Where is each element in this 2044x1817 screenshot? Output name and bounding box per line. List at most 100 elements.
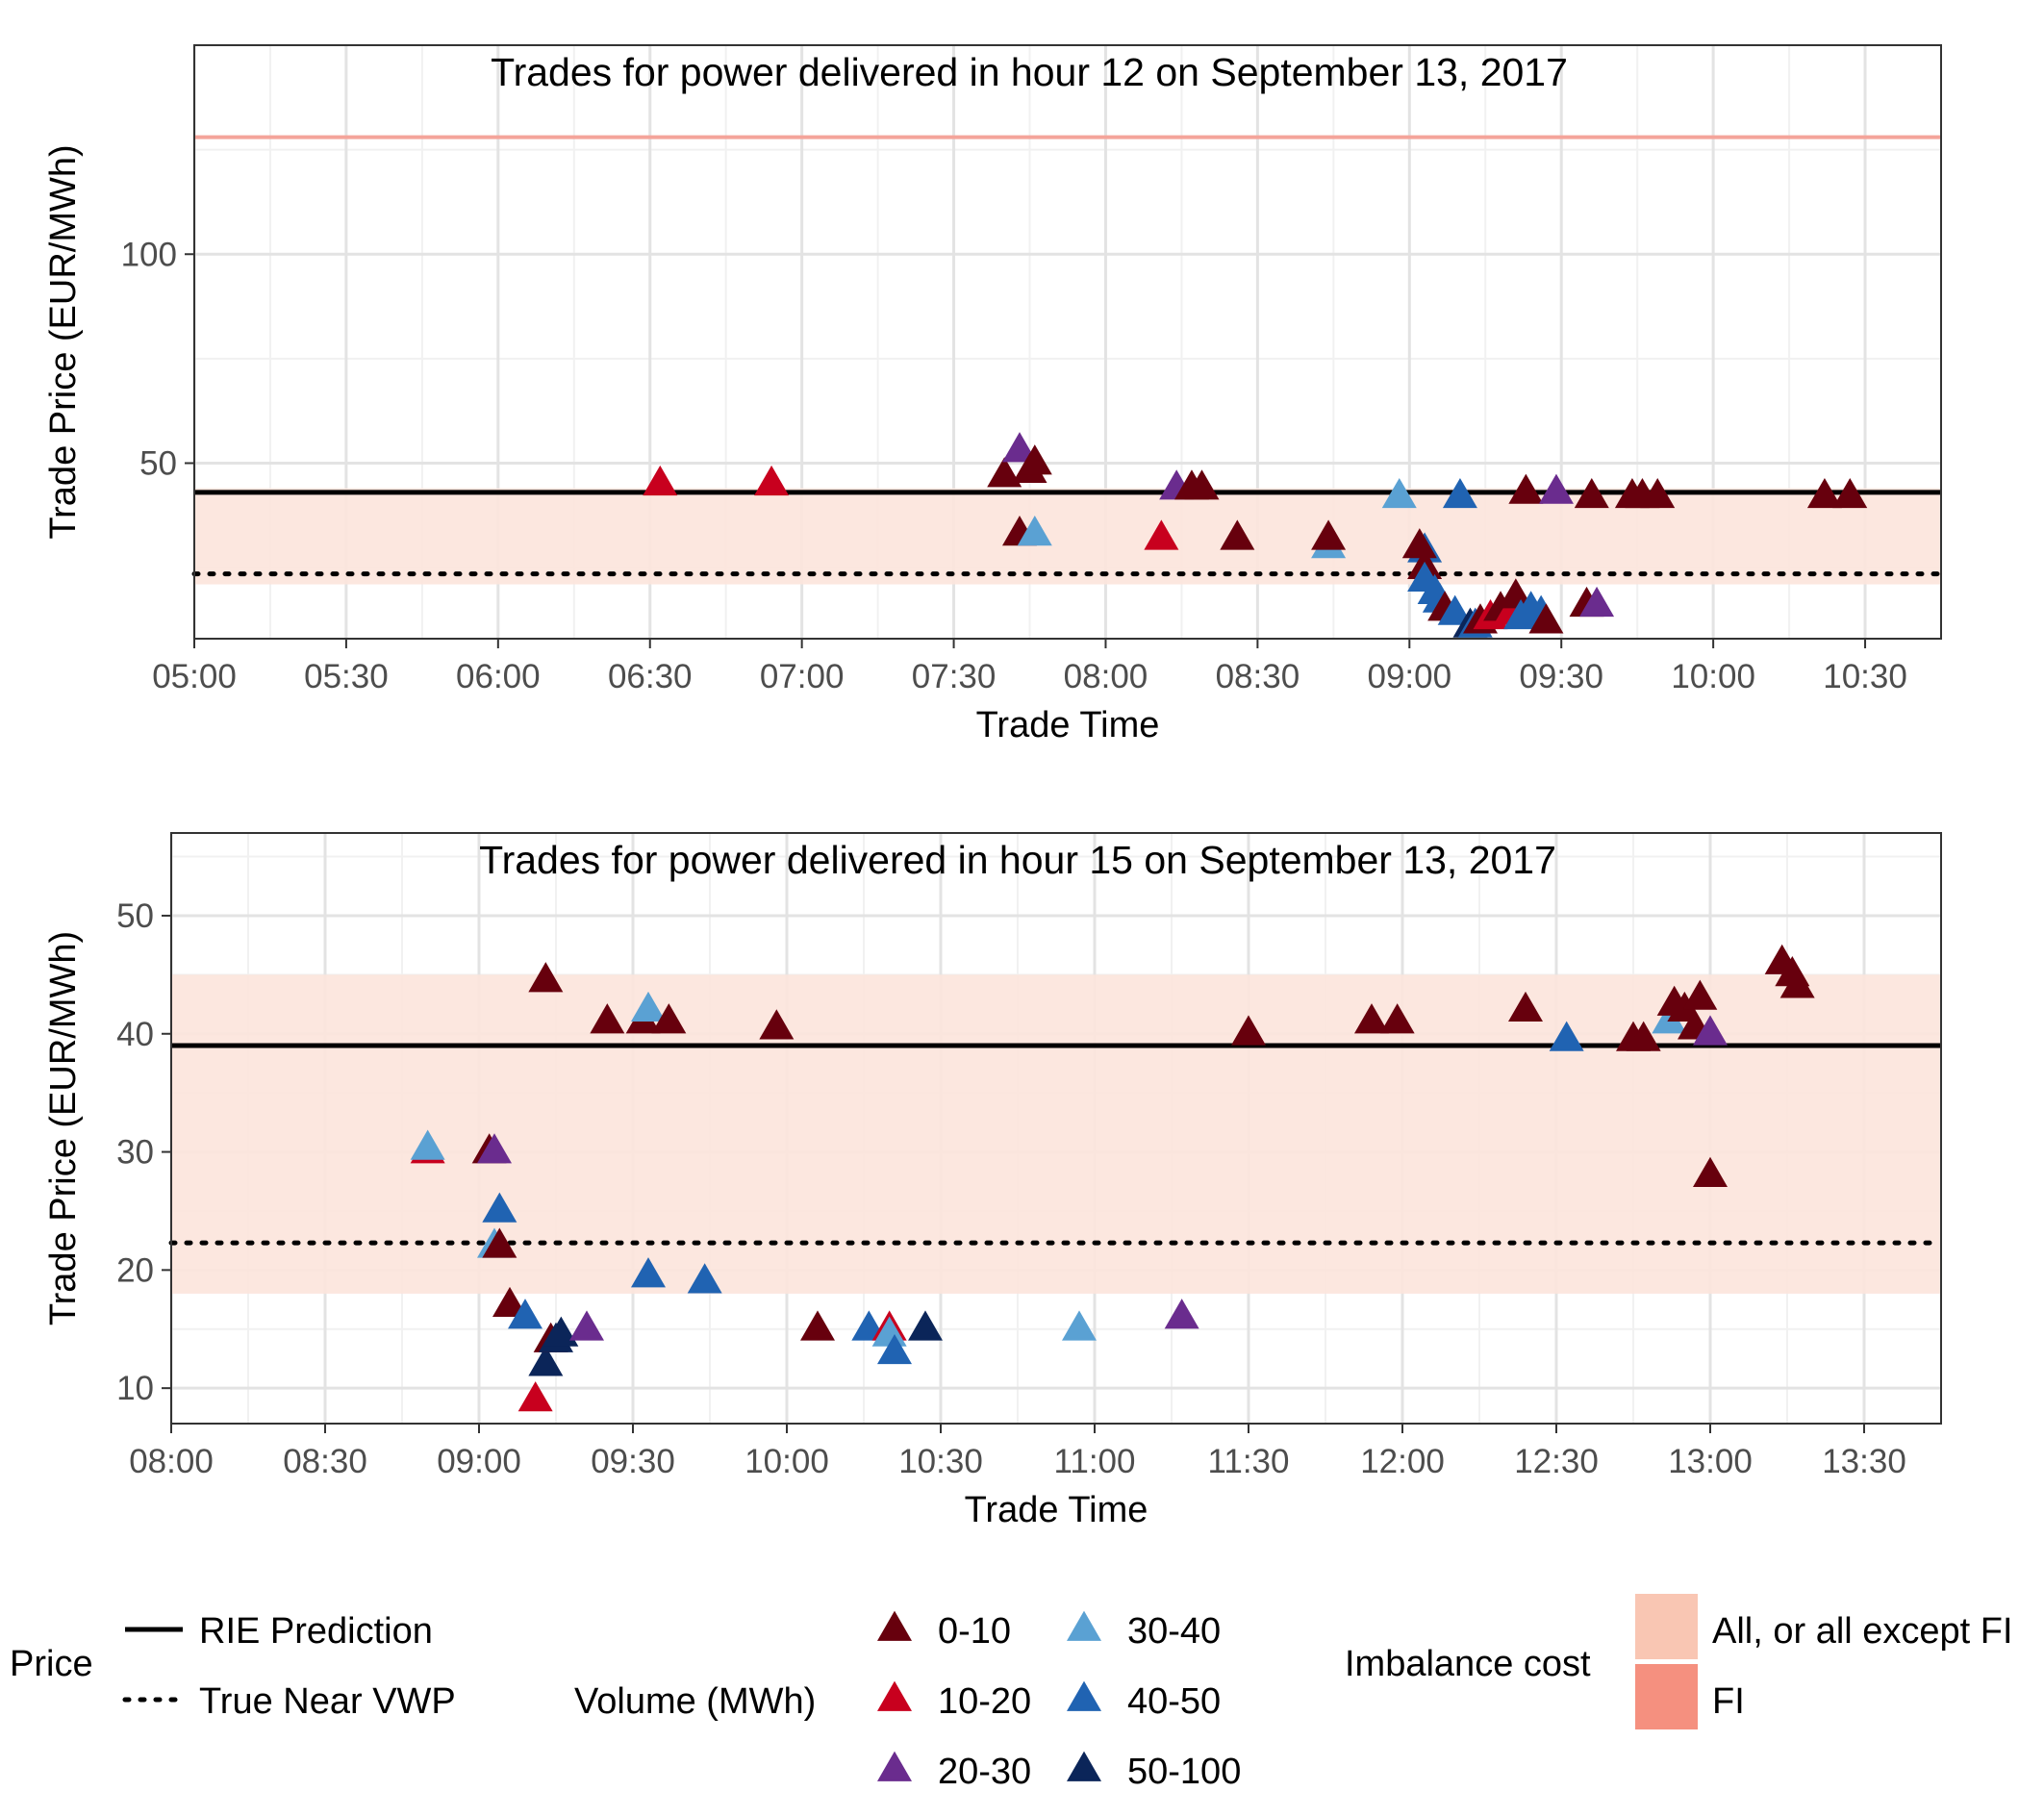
y-tick-label: 100 (121, 236, 177, 273)
data-point-15 (1381, 477, 1417, 509)
chart-title: Trades for power delivered in hour 15 on… (479, 838, 1556, 882)
data-point-43 (1693, 1015, 1728, 1046)
x-tick-label: 09:00 (1368, 658, 1452, 695)
data-point-32 (1437, 594, 1473, 625)
y-tick-label: 10 (116, 1370, 154, 1407)
x-tick-label: 12:00 (1360, 1443, 1445, 1480)
data-point-14 (1311, 519, 1347, 550)
x-tick-label: 10:30 (1823, 658, 1907, 695)
y-axis-title: Trade Price (EUR/MWh) (43, 931, 84, 1325)
data-point-17 (1508, 473, 1544, 504)
data-point-45 (1579, 586, 1615, 618)
legend-imbalance-key-fi (1635, 1664, 1698, 1729)
chart-title: Trades for power delivered in hour 12 on… (491, 50, 1568, 94)
data-point-47 (1779, 968, 1815, 998)
data-point-1 (410, 1129, 445, 1160)
chart-hour-12: 05:00 05:30 06:00 06:30 07:00 07:30 08:00 08:30… (43, 44, 1944, 745)
legend-imbalance-title: Imbalance cost (1345, 1644, 1591, 1684)
data-point-4 (482, 1192, 517, 1223)
imbalance-band (194, 488, 1941, 585)
data-point-43 (1528, 603, 1564, 634)
data-point-23 (800, 1310, 835, 1341)
data-point-28 (908, 1310, 943, 1341)
legend-vol-label-2: 20-30 (938, 1752, 1031, 1792)
y-tick-label: 40 (116, 1016, 154, 1053)
data-point-29 (1062, 1310, 1097, 1341)
data-point-8 (1144, 519, 1179, 550)
x-tick-label: 06:00 (456, 658, 541, 695)
x-tick-label: 08:00 (129, 1443, 214, 1480)
data-point-1 (754, 465, 790, 496)
data-point-23 (1806, 477, 1842, 509)
data-point-16 (590, 1003, 625, 1034)
legend-imbalance-all-label: All, or all except FI (1712, 1611, 2013, 1652)
y-axis-title: Trade Price (EUR/MWh) (43, 144, 84, 539)
data-point-10 (528, 962, 564, 993)
legend: Price RIE Prediction True Near VWP Volum… (10, 1594, 2013, 1792)
data-point-18 (1538, 473, 1574, 504)
y-tick-label: 20 (116, 1251, 154, 1289)
panel-border (170, 832, 1942, 1425)
y-tick-label: 50 (116, 897, 154, 935)
data-point-18 (631, 991, 666, 1022)
y-tick-label: 50 (139, 445, 177, 483)
data-point-37 (1626, 1021, 1661, 1051)
data-point-26 (871, 1316, 907, 1347)
legend-volume-key-1 (877, 1680, 912, 1711)
data-point-35 (1549, 1021, 1584, 1051)
x-tick-label: 06:30 (608, 658, 693, 695)
data-point-0 (643, 465, 678, 496)
x-tick-label: 09:00 (437, 1443, 521, 1480)
data-point-44 (1693, 1156, 1728, 1187)
data-point-32 (1354, 1003, 1389, 1034)
legend-rie-label: RIE Prediction (199, 1611, 433, 1652)
x-tick-label: 11:30 (1208, 1443, 1290, 1480)
legend-volume-title: Volume (MWh) (574, 1681, 816, 1722)
data-point-7 (1017, 516, 1052, 546)
panel-border (193, 44, 1942, 640)
x-tick-label: 07:30 (912, 658, 997, 695)
x-tick-label: 07:00 (760, 658, 845, 695)
data-point-16 (1442, 477, 1477, 509)
data-point-12 (1220, 519, 1255, 550)
x-tick-label: 09:30 (1519, 658, 1603, 695)
x-tick-label: 13:00 (1668, 1443, 1753, 1480)
data-point-34 (1508, 991, 1543, 1022)
legend-vol-label-1: 10-20 (938, 1681, 1031, 1722)
x-tick-label: 10:30 (898, 1443, 983, 1480)
x-tick-label: 10:00 (744, 1443, 829, 1480)
x-tick-label: 10:00 (1671, 658, 1755, 695)
legend-vwp-label: True Near VWP (199, 1681, 456, 1722)
data-point-19 (1574, 477, 1609, 509)
data-point-26 (1401, 528, 1437, 559)
data-point-30 (1164, 1299, 1199, 1329)
x-tick-label: 05:00 (152, 658, 237, 695)
data-point-8 (508, 1299, 543, 1329)
legend-volume-key-2 (877, 1751, 912, 1781)
x-tick-label: 13:30 (1822, 1443, 1906, 1480)
legend-vol-label-3: 30-40 (1127, 1611, 1221, 1652)
x-tick-label: 12:30 (1514, 1443, 1599, 1480)
data-point-2 (987, 457, 1022, 488)
data-point-9 (517, 1381, 553, 1412)
legend-volume-key-0 (877, 1610, 912, 1641)
x-tick-label: 08:30 (1216, 658, 1300, 695)
x-tick-label: 09:30 (591, 1443, 675, 1480)
data-point-21 (687, 1263, 722, 1294)
x-axis-title: Trade Time (976, 705, 1160, 745)
data-point-14 (543, 1316, 579, 1347)
data-point-22 (1640, 477, 1676, 509)
data-point-33 (1379, 1003, 1415, 1034)
x-tick-label: 08:30 (283, 1443, 367, 1480)
x-axis-title: Trade Time (965, 1490, 1148, 1530)
data-point-11 (1184, 469, 1220, 500)
y-tick-label: 30 (116, 1134, 154, 1172)
x-tick-label: 08:00 (1064, 658, 1148, 695)
legend-imbalance-key-all (1635, 1594, 1698, 1659)
legend-volume-key-3 (1067, 1610, 1101, 1641)
x-tick-label: 05:30 (304, 658, 389, 695)
data-point-19 (631, 1257, 666, 1288)
legend-vol-label-0: 0-10 (938, 1611, 1011, 1652)
data-point-3 (1001, 432, 1037, 463)
